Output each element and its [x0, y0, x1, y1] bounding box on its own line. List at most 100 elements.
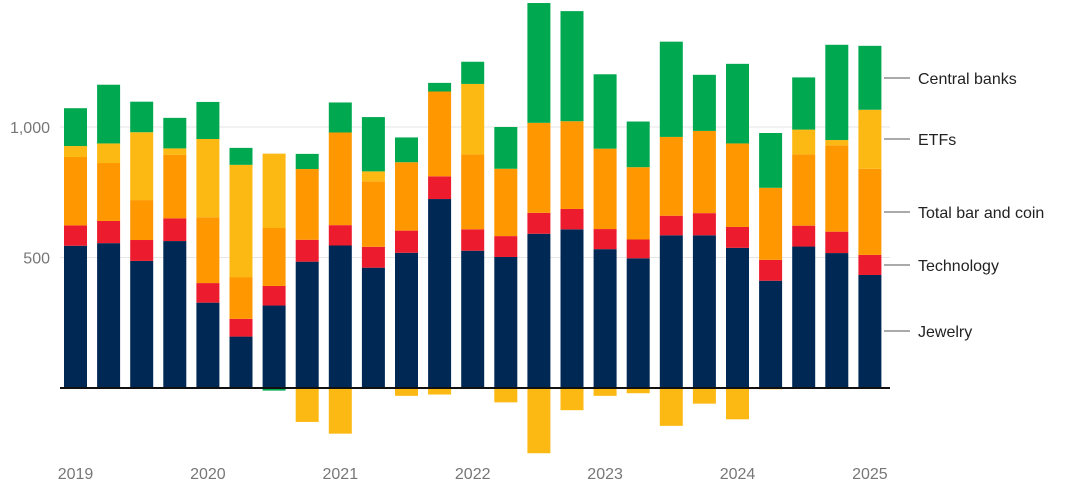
- bar-segment-total-bar-and-coin: Q3 2021 — Total bar and coin: 262: [395, 162, 418, 231]
- bar-segment-etfs: Q1 2019 — ETFs: 42: [64, 146, 87, 158]
- bar-segment-central-banks: Q2 2023 — Central banks: 175: [626, 121, 650, 168]
- bar-segment-total-bar-and-coin: Q2 2020 — Total bar and coin: 160: [229, 277, 253, 319]
- bar-segment-jewelry: Q1 2021 — Jewelry: 546: [328, 245, 352, 388]
- y-tick-label: 1,000: [10, 120, 50, 137]
- bar-segment-total-bar-and-coin: Q3 2023 — Total bar and coin: 302: [659, 136, 683, 216]
- bar-segment-technology: Q1 2021 — Technology: 78: [328, 225, 352, 246]
- bar-segment-etfs: Q1 2023 — ETFs: -30: [593, 388, 617, 396]
- bar-segment-technology: Q1 2022 — Technology: 82: [461, 229, 485, 251]
- bar-segment-jewelry: Q2 2021 — Jewelry: 461: [361, 267, 385, 388]
- bar-segment-total-bar-and-coin: Q4 2019 — Total bar and coin: 243: [163, 154, 187, 219]
- bar-segment-jewelry: Q1 2022 — Jewelry: 526: [461, 250, 485, 388]
- bar-segment-total-bar-and-coin: Q3 2024 — Total bar and coin: 273: [792, 154, 816, 226]
- bar-segment-technology: Q3 2024 — Technology: 80: [792, 225, 816, 247]
- bar-segment-total-bar-and-coin: Q2 2019 — Total bar and coin: 222: [97, 163, 121, 221]
- y-tick-label: 500: [23, 251, 50, 268]
- bar-segment-central-banks: Q2 2021 — Central banks: 208: [361, 117, 385, 172]
- bar-segment-central-banks: Q3 2024 — Central banks: 200: [792, 77, 816, 130]
- bar-segment-jewelry: Q2 2019 — Jewelry: 555: [97, 243, 121, 388]
- bar-segment-technology: Q4 2022 — Technology: 78: [560, 208, 584, 230]
- bar-segment-total-bar-and-coin: Q1 2023 — Total bar and coin: 308: [593, 148, 617, 230]
- bar-segment-central-banks: Q4 2020 — Central banks: 58: [295, 153, 319, 170]
- bar-segment-technology: Q2 2023 — Technology: 72: [626, 239, 650, 259]
- bar-segment-total-bar-and-coin: Q2 2022 — Total bar and coin: 258: [494, 168, 518, 237]
- bar-segment-jewelry: Q2 2024 — Jewelry: 411: [759, 280, 783, 388]
- bars-layer: Q1 2019 — Jewelry: 545Q1 2019 — Technolo…: [64, 3, 882, 454]
- bar-segment-central-banks: Q4 2021 — Central banks: 33: [428, 82, 452, 92]
- x-tick-label: 2021: [323, 466, 359, 483]
- bar-segment-technology: Q1 2024 — Technology: 80: [726, 226, 749, 248]
- bar-segment-technology: Q4 2023 — Technology: 85: [692, 213, 716, 236]
- bar-segment-central-banks: Q2 2024 — Central banks: 210: [759, 133, 783, 188]
- bar-segment-total-bar-and-coin: Q1 2020 — Total bar and coin: 252: [196, 217, 220, 284]
- bar-segment-etfs: Q1 2022 — ETFs: 270: [461, 83, 485, 155]
- y-axis-labels: 500 1,000: [10, 120, 50, 268]
- bar-segment-total-bar-and-coin: Q4 2020 — Total bar and coin: 271: [295, 169, 319, 240]
- bar-segment-central-banks: Q1 2024 — Central banks: 305: [726, 63, 749, 144]
- bar-segment-etfs: Q3 2020 — ETFs: 285: [262, 153, 286, 229]
- bar-segment-total-bar-and-coin: Q4 2023 — Total bar and coin: 315: [692, 130, 716, 214]
- bar-segment-technology: Q4 2024 — Technology: 82: [825, 231, 849, 254]
- bar-segment-central-banks: Q2 2019 — Central banks: 225: [97, 84, 121, 144]
- bar-segment-total-bar-and-coin: Q1 2019 — Total bar and coin: 262: [64, 157, 87, 226]
- bar-segment-jewelry: Q4 2024 — Jewelry: 517: [825, 253, 849, 388]
- bar-segment-jewelry: Q1 2024 — Jewelry: 537: [726, 247, 749, 388]
- x-tick-label: 2020: [190, 466, 226, 483]
- bar-segment-total-bar-and-coin: Q4 2021 — Total bar and coin: 325: [428, 91, 452, 177]
- bar-segment-jewelry: Q2 2023 — Jewelry: 497: [626, 258, 650, 388]
- bar-segment-jewelry: Q1 2020 — Jewelry: 327: [196, 302, 220, 388]
- bar-segment-total-bar-and-coin: Q3 2019 — Total bar and coin: 153: [130, 200, 154, 241]
- bar-segment-central-banks: Q3 2021 — Central banks: 95: [395, 137, 418, 163]
- bar-segment-central-banks: Q2 2020 — Central banks: 65: [229, 147, 253, 165]
- bar-segment-jewelry: Q3 2020 — Jewelry: 316: [262, 305, 286, 388]
- bar-segment-total-bar-and-coin: Q3 2022 — Total bar and coin: 345: [527, 122, 551, 213]
- bar-segment-central-banks: Q3 2020 — Central banks: -10: [262, 388, 286, 391]
- x-tick-label: 2025: [852, 466, 888, 483]
- legend-label-central-banks: Central banks: [918, 71, 1017, 88]
- bar-segment-etfs: Q4 2019 — ETFs: 25: [163, 148, 187, 155]
- bar-segment-technology: Q3 2022 — Technology: 80: [527, 212, 551, 234]
- bar-segment-technology: Q3 2019 — Technology: 80: [130, 240, 154, 261]
- bar-segment-total-bar-and-coin: Q1 2021 — Total bar and coin: 355: [328, 132, 352, 226]
- bar-segment-etfs: Q2 2021 — ETFs: 38: [361, 171, 385, 182]
- bar-segment-technology: Q1 2025 — Technology: 77: [858, 254, 882, 275]
- bar-segment-jewelry: Q3 2021 — Jewelry: 518: [395, 252, 418, 388]
- bar-segment-total-bar-and-coin: Q2 2021 — Total bar and coin: 251: [361, 181, 385, 247]
- bar-segment-central-banks: Q4 2023 — Central banks: 215: [692, 74, 716, 131]
- bar-segment-etfs: Q2 2023 — ETFs: -20: [626, 388, 650, 394]
- bar-segment-etfs: Q1 2024 — ETFs: -120: [726, 388, 749, 420]
- bar-segment-etfs: Q4 2024 — ETFs: 20: [825, 140, 849, 146]
- bar-segment-jewelry: Q2 2020 — Jewelry: 197: [229, 336, 253, 388]
- bar-segment-central-banks: Q3 2022 — Central banks: 459: [527, 3, 551, 123]
- bar-segment-jewelry: Q4 2022 — Jewelry: 608: [560, 229, 584, 388]
- bar-segment-etfs: Q3 2022 — ETFs: -250: [527, 388, 551, 454]
- bar-segment-technology: Q4 2020 — Technology: 84: [295, 239, 319, 262]
- bar-segment-central-banks: Q1 2019 — Central banks: 145: [64, 108, 87, 147]
- bar-segment-technology: Q1 2020 — Technology: 75: [196, 283, 220, 303]
- bar-segment-central-banks: Q1 2020 — Central banks: 142: [196, 101, 220, 140]
- bar-segment-jewelry: Q1 2025 — Jewelry: 433: [858, 274, 882, 388]
- bar-segment-central-banks: Q3 2019 — Central banks: 117: [130, 101, 154, 133]
- legend-label-etfs: ETFs: [918, 132, 956, 149]
- bar-segment-jewelry: Q1 2019 — Jewelry: 545: [64, 245, 87, 388]
- x-axis-labels: 2019 2020 2021 2022 2023 2024 2025: [58, 466, 888, 483]
- bar-segment-etfs: Q1 2025 — ETFs: 226: [858, 109, 882, 169]
- bar-segment-total-bar-and-coin: Q1 2022 — Total bar and coin: 287: [461, 154, 485, 230]
- bar-segment-technology: Q2 2019 — Technology: 85: [97, 220, 121, 244]
- bar-segment-jewelry: Q4 2019 — Jewelry: 563: [163, 241, 187, 388]
- bar-segment-technology: Q2 2024 — Technology: 80: [759, 259, 783, 281]
- bar-segment-etfs: Q3 2024 — ETFs: 95: [792, 129, 816, 155]
- bar-segment-central-banks: Q1 2025 — Central banks: 245: [858, 45, 882, 110]
- x-tick-label: 2019: [58, 466, 94, 483]
- bar-segment-etfs: Q2 2019 — ETFs: 75: [97, 143, 121, 164]
- bar-segment-etfs: Q4 2020 — ETFs: -130: [295, 388, 319, 422]
- bar-segment-jewelry: Q4 2023 — Jewelry: 585: [692, 235, 716, 388]
- bar-segment-central-banks: Q1 2023 — Central banks: 285: [593, 74, 617, 149]
- bar-segment-total-bar-and-coin: Q2 2024 — Total bar and coin: 276: [759, 187, 783, 260]
- bar-segment-central-banks: Q2 2022 — Central banks: 160: [494, 127, 518, 169]
- bar-segment-etfs: Q1 2020 — ETFs: 300: [196, 139, 220, 218]
- bar-segment-etfs: Q1 2021 — ETFs: -175: [328, 388, 352, 434]
- bar-segment-technology: Q4 2019 — Technology: 87: [163, 218, 187, 242]
- bar-segment-etfs: Q3 2023 — ETFs: -145: [659, 388, 683, 426]
